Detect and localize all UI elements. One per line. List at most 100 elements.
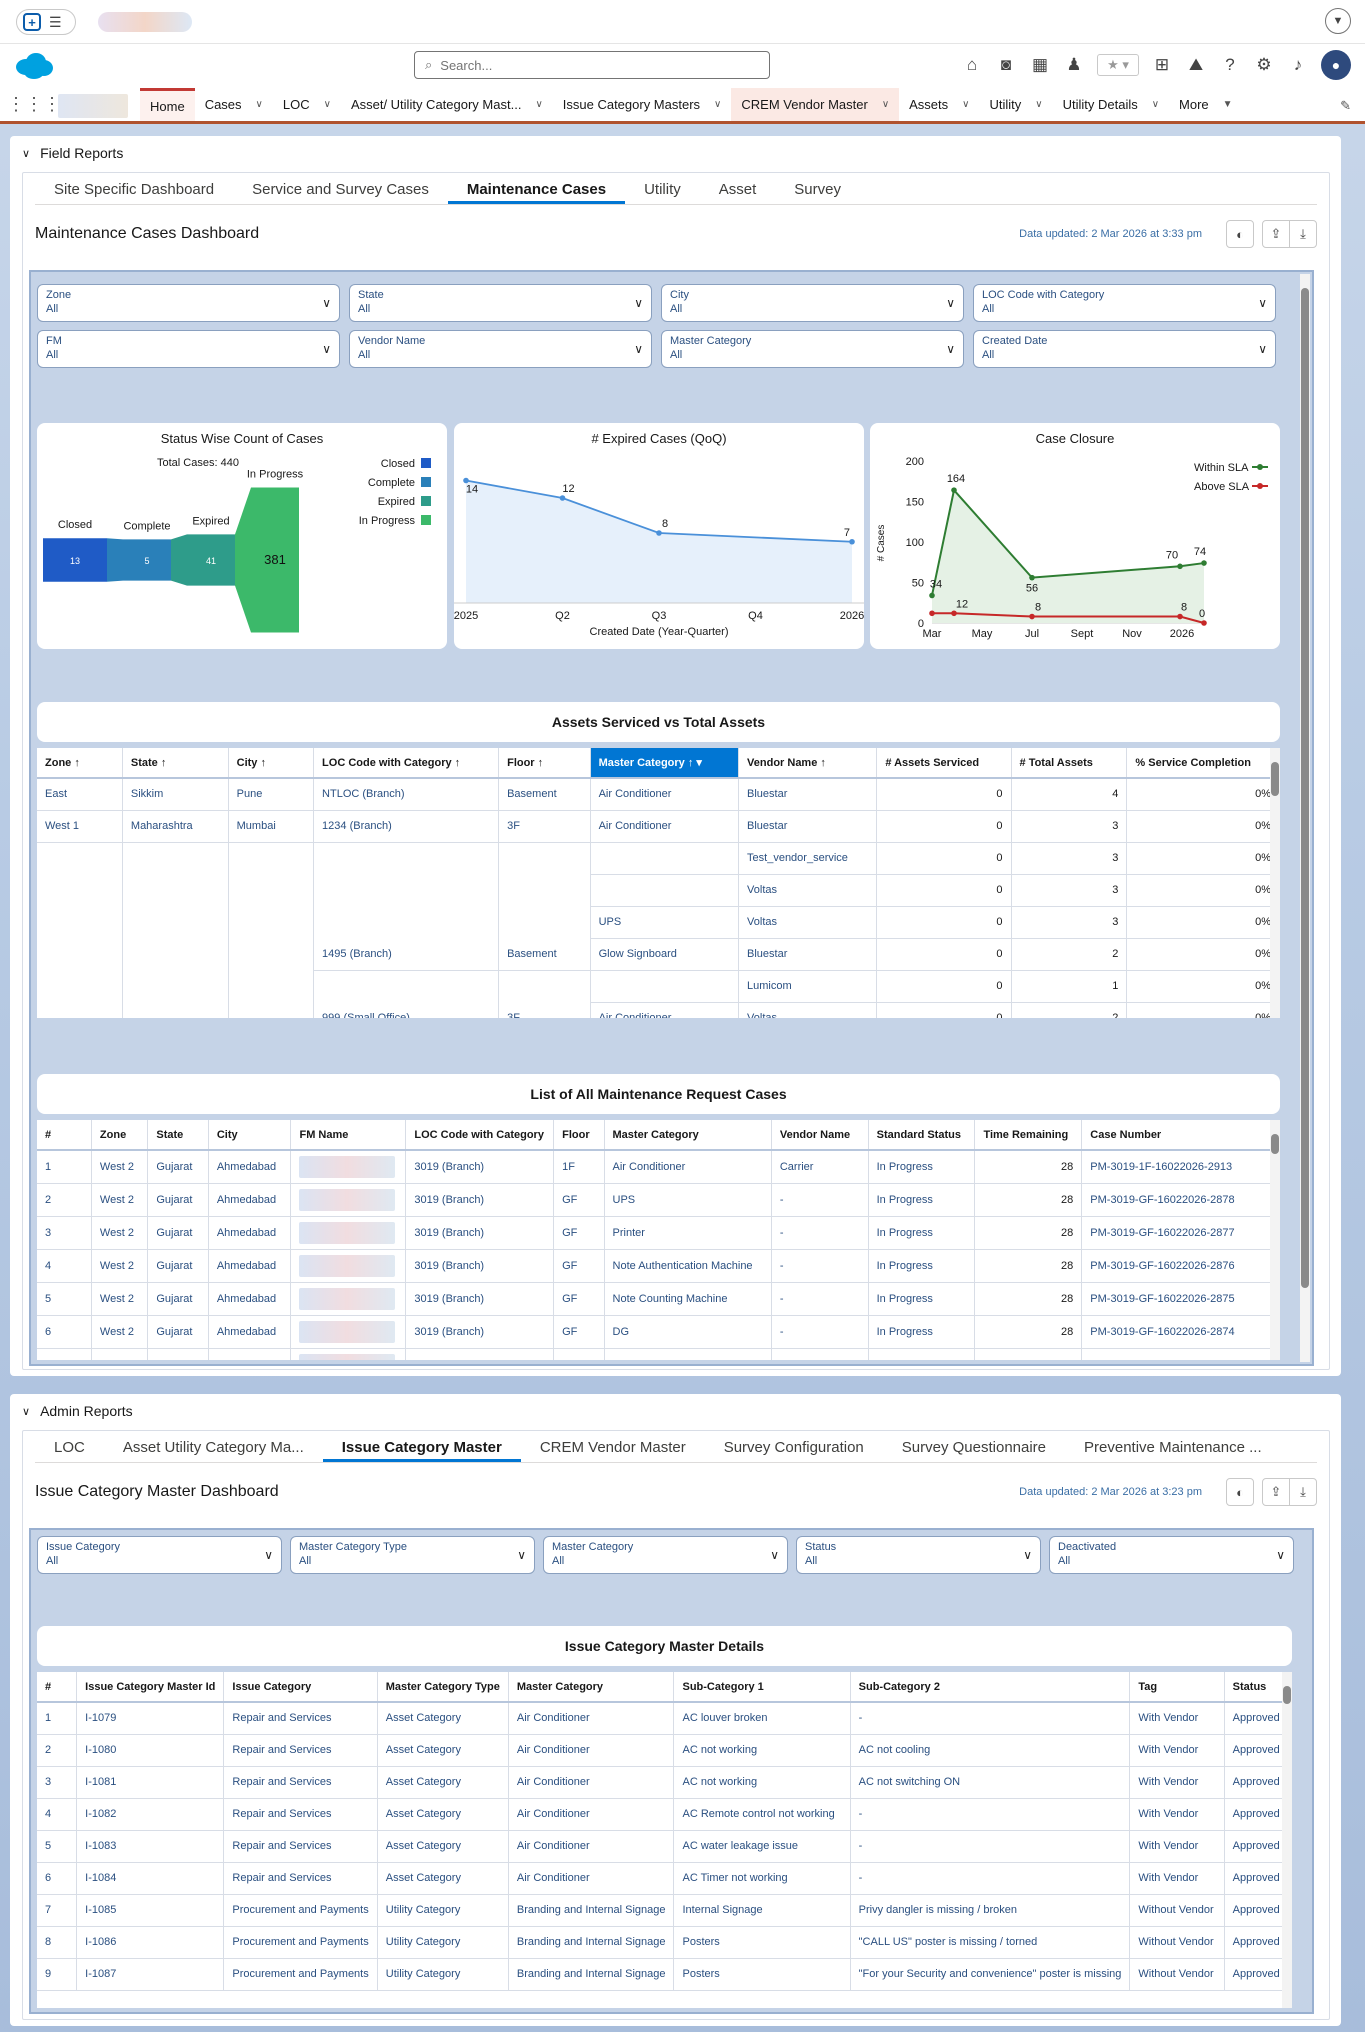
column-header[interactable]: # Assets Serviced	[876, 748, 1012, 779]
column-header[interactable]: Vendor Name	[771, 1120, 869, 1151]
column-header[interactable]: State	[147, 1120, 209, 1151]
table-row[interactable]: 4 West 2 Gujarat Ahmedabad 3019 (Branch) GF No…	[37, 1249, 1280, 1283]
column-header[interactable]: LOC Code with Category	[405, 1120, 555, 1151]
theme-palette-button[interactable]: ◐	[1226, 1478, 1254, 1506]
filter-master-category[interactable]: Master Category All ∨	[543, 1536, 788, 1574]
tab-maintenance-cases[interactable]: Maintenance Cases	[447, 181, 626, 204]
column-header[interactable]: # Total Assets	[1011, 748, 1128, 779]
nav-item-asset-utility[interactable]: Asset/ Utility Category Mast... ∨	[341, 88, 553, 121]
column-header[interactable]: Zone	[91, 1120, 149, 1151]
table-row[interactable]: 5 I-1083 Repair and Services Asset Category…	[37, 1830, 1292, 1863]
assets-scrollbar[interactable]	[1270, 748, 1280, 1018]
nav-item-issue-category[interactable]: Issue Category Masters ∨	[553, 88, 732, 121]
download-button[interactable]: ⤓	[1289, 220, 1317, 248]
chevron-down-icon[interactable]: ∨	[323, 99, 331, 110]
column-header[interactable]: Case Number	[1081, 1120, 1280, 1151]
avatar[interactable]: ●	[1321, 50, 1351, 80]
table-row[interactable]: 999 (Small Office) 3F Air Conditioner Volta…	[37, 1002, 1280, 1018]
user-settings-icon[interactable]: ♟	[1066, 55, 1082, 74]
chevron-down-icon[interactable]: ∨	[535, 99, 543, 110]
tab-preventive-maintenance[interactable]: Preventive Maintenance ...	[1084, 1439, 1262, 1456]
table-row[interactable]: Test_vendor_service 0 3 0%	[37, 842, 1280, 875]
column-header[interactable]: Issue Category Master Id	[76, 1672, 225, 1703]
tab-loc[interactable]: LOC	[54, 1439, 85, 1456]
chevron-down-icon[interactable]: ∨	[962, 99, 970, 110]
download-button[interactable]: ⤓	[1289, 1478, 1317, 1506]
app-launcher-waffle-icon[interactable]: ⋮⋮⋮	[7, 94, 61, 114]
blurred-tab[interactable]	[98, 12, 192, 32]
filter-zone[interactable]: Zone All ∨	[37, 284, 340, 322]
trailhead-icon[interactable]: ⛰	[1188, 55, 1204, 74]
tab-issue-category-master[interactable]: Issue Category Master	[322, 1439, 521, 1462]
table-row[interactable]: UPS Voltas 0 3 0%	[37, 906, 1280, 939]
column-header[interactable]: Floor	[553, 1120, 605, 1151]
table-row[interactable]: 6 I-1084 Repair and Services Asset Category…	[37, 1862, 1292, 1895]
table-row[interactable]: Voltas 0 3 0%	[37, 874, 1280, 907]
filter-city[interactable]: City All ∨	[661, 284, 964, 322]
column-header[interactable]: Floor ↑	[498, 748, 591, 779]
column-header[interactable]: Status	[1224, 1672, 1292, 1703]
cases-scrollbar[interactable]	[1270, 1120, 1280, 1360]
table-row[interactable]: 2 West 2 Gujarat Ahmedabad 3019 (Branch) GF UP…	[37, 1183, 1280, 1217]
filter-status[interactable]: Status All ∨	[796, 1536, 1041, 1574]
home-icon[interactable]: ⌂	[966, 55, 978, 74]
search-input[interactable]: ⌕ Search...	[414, 51, 770, 79]
filter-master-category[interactable]: Master Category All ∨	[661, 330, 964, 368]
table-row[interactable]: 5 West 2 Gujarat Ahmedabad 3019 (Branch) GF No…	[37, 1282, 1280, 1316]
tab-utility[interactable]: Utility	[644, 181, 681, 198]
chevron-down-icon[interactable]: ∨	[1035, 99, 1043, 110]
admin-reports-header[interactable]: ∨ Admin Reports	[10, 1394, 1341, 1428]
table-row[interactable]: 7 I-1085 Procurement and Payments Utility C…	[37, 1894, 1292, 1927]
global-actions-icon[interactable]: ⊞	[1154, 55, 1170, 74]
nav-item-home[interactable]: Home	[140, 88, 195, 121]
table-row[interactable]: 4 I-1082 Repair and Services Asset Category…	[37, 1798, 1292, 1831]
filter-master-category-type[interactable]: Master Category Type All ∨	[290, 1536, 535, 1574]
chevron-down-icon[interactable]: ∨	[22, 1405, 31, 1418]
filter-fm[interactable]: FM All ∨	[37, 330, 340, 368]
table-row[interactable]: 6 West 2 Gujarat Ahmedabad 3019 (Branch) GF DG…	[37, 1315, 1280, 1349]
column-header[interactable]: Master Category Type	[377, 1672, 509, 1703]
column-header[interactable]: City ↑	[228, 748, 315, 779]
tab-survey-questionnaire[interactable]: Survey Questionnaire	[901, 1439, 1047, 1456]
notifications-bell-icon[interactable]: ♪	[1293, 55, 1303, 74]
filter-deactivated[interactable]: Deactivated All ∨	[1049, 1536, 1294, 1574]
dashboard-icon[interactable]: ▦	[1031, 55, 1049, 74]
table-row[interactable]: 8 I-1086 Procurement and Payments Utility C…	[37, 1926, 1292, 1959]
column-header[interactable]: Standard Status	[868, 1120, 976, 1151]
column-header[interactable]: Sub-Category 2	[850, 1672, 1131, 1703]
filter-issue-category[interactable]: Issue Category All ∨	[37, 1536, 282, 1574]
setup-gear-icon[interactable]: ⚙	[1256, 55, 1272, 74]
column-header[interactable]: City	[208, 1120, 292, 1151]
column-header[interactable]: Tag	[1129, 1672, 1225, 1703]
tab-site-specific[interactable]: Site Specific Dashboard	[54, 181, 215, 198]
column-header[interactable]: Time Remaining	[974, 1120, 1083, 1151]
column-header[interactable]: Issue Category	[223, 1672, 378, 1703]
edit-nav-pencil-icon[interactable]: ✎	[1340, 98, 1351, 113]
tab-crem-vendor-master[interactable]: CREM Vendor Master	[539, 1439, 686, 1456]
tab-service-survey[interactable]: Service and Survey Cases	[252, 181, 429, 198]
column-header[interactable]: Master Category	[508, 1672, 675, 1703]
column-header[interactable]: Master Category ↑ ▾	[590, 748, 740, 779]
tab-asset-utility-category[interactable]: Asset Utility Category Ma...	[122, 1439, 304, 1456]
column-header[interactable]: State ↑	[122, 748, 229, 779]
nav-item-crem-vendor[interactable]: CREM Vendor Master ∨	[731, 88, 900, 121]
favorites-star-icon[interactable]: ★ ▾	[1097, 54, 1139, 76]
table-row[interactable]: West 1 Maharashtra Mumbai 1234 (Branch) 3F Ai…	[37, 810, 1280, 843]
theme-palette-button[interactable]: ◐	[1226, 220, 1254, 248]
app-launcher-pill[interactable]: + ☰	[16, 9, 76, 35]
chevron-down-icon[interactable]: ∨	[22, 147, 31, 160]
caret-down-icon[interactable]: ▼	[1222, 99, 1233, 110]
nav-item-loc[interactable]: LOC ∨	[273, 88, 341, 121]
column-header[interactable]: #	[37, 1120, 92, 1151]
nav-item-assets[interactable]: Assets ∨	[899, 88, 979, 121]
table-row[interactable]: 2 I-1080 Repair and Services Asset Category…	[37, 1734, 1292, 1767]
column-header[interactable]: #	[37, 1672, 78, 1703]
table-row[interactable]: Lumicom 0 1 0%	[37, 970, 1280, 1003]
tab-survey-configuration[interactable]: Survey Configuration	[723, 1439, 864, 1456]
table-row[interactable]: 1 West 2 Gujarat Ahmedabad 3019 (Branch) 1F Ai…	[37, 1150, 1280, 1184]
canvas-scrollbar[interactable]	[1300, 274, 1310, 1362]
chevron-down-icon[interactable]: ∨	[881, 99, 890, 110]
column-header[interactable]: Sub-Category 1	[673, 1672, 851, 1703]
filter-created-date[interactable]: Created Date All ∨	[973, 330, 1276, 368]
